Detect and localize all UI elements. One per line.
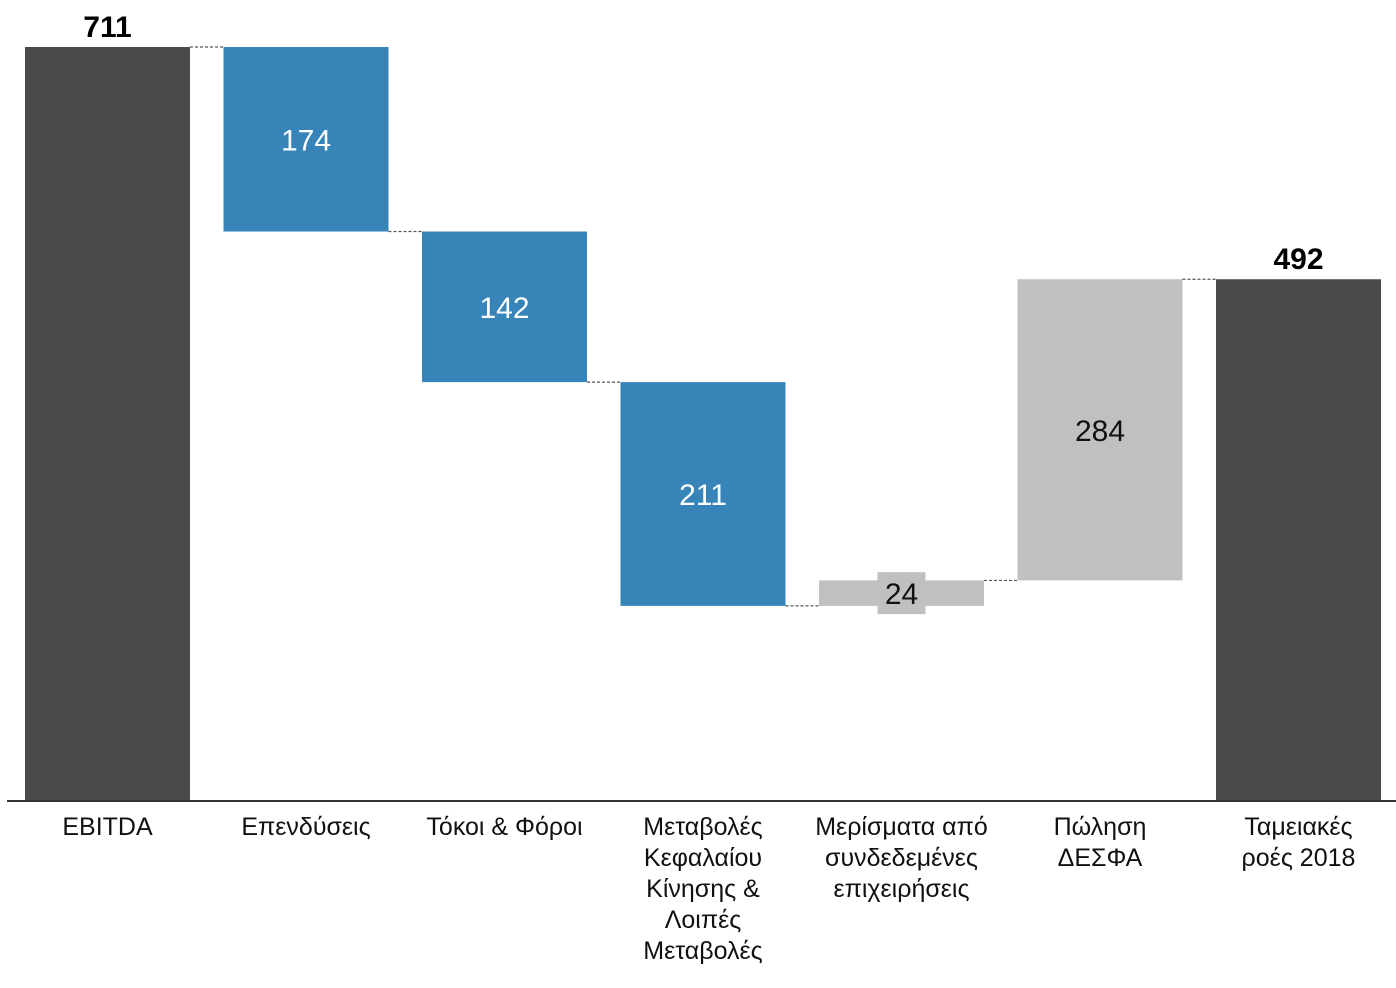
connector-lines: [190, 46, 1216, 607]
bar-1: [25, 47, 190, 801]
category-label-2: Επενδύσεις: [241, 813, 371, 841]
value-label-6: 284: [1075, 415, 1125, 448]
bar-2: [223, 47, 389, 232]
bar-4: [620, 382, 786, 606]
category-label-3: Τόκοι & Φόροι: [426, 813, 583, 841]
value-label-3: 142: [479, 292, 529, 325]
bar-7: [1216, 279, 1381, 801]
bar-6: [1017, 279, 1183, 581]
bars: [25, 47, 1381, 801]
category-label-6: Πώληση ΔΕΣΦΑ: [1053, 813, 1147, 872]
value-labels: 711 174 142 211 24 284 492: [83, 11, 1324, 615]
value-label-bg-5: [877, 572, 926, 615]
bar-3: [422, 231, 587, 383]
category-label-1: EBITDA: [62, 813, 153, 841]
category-label-5: Μερίσματα από συνδεδεμένες επιχειρήσεις: [815, 813, 988, 903]
value-label-1: 711: [83, 11, 131, 44]
value-label-4: 211: [679, 479, 727, 512]
category-label-4: Μεταβολές Κεφαλαίου Κίνησης & Λοιπές Μετ…: [643, 813, 763, 965]
value-label-2: 174: [281, 124, 331, 157]
value-label-5: 24: [885, 578, 918, 611]
value-label-7: 492: [1273, 243, 1323, 276]
category-label-7: Ταμειακές ροές 2018: [1241, 813, 1356, 872]
